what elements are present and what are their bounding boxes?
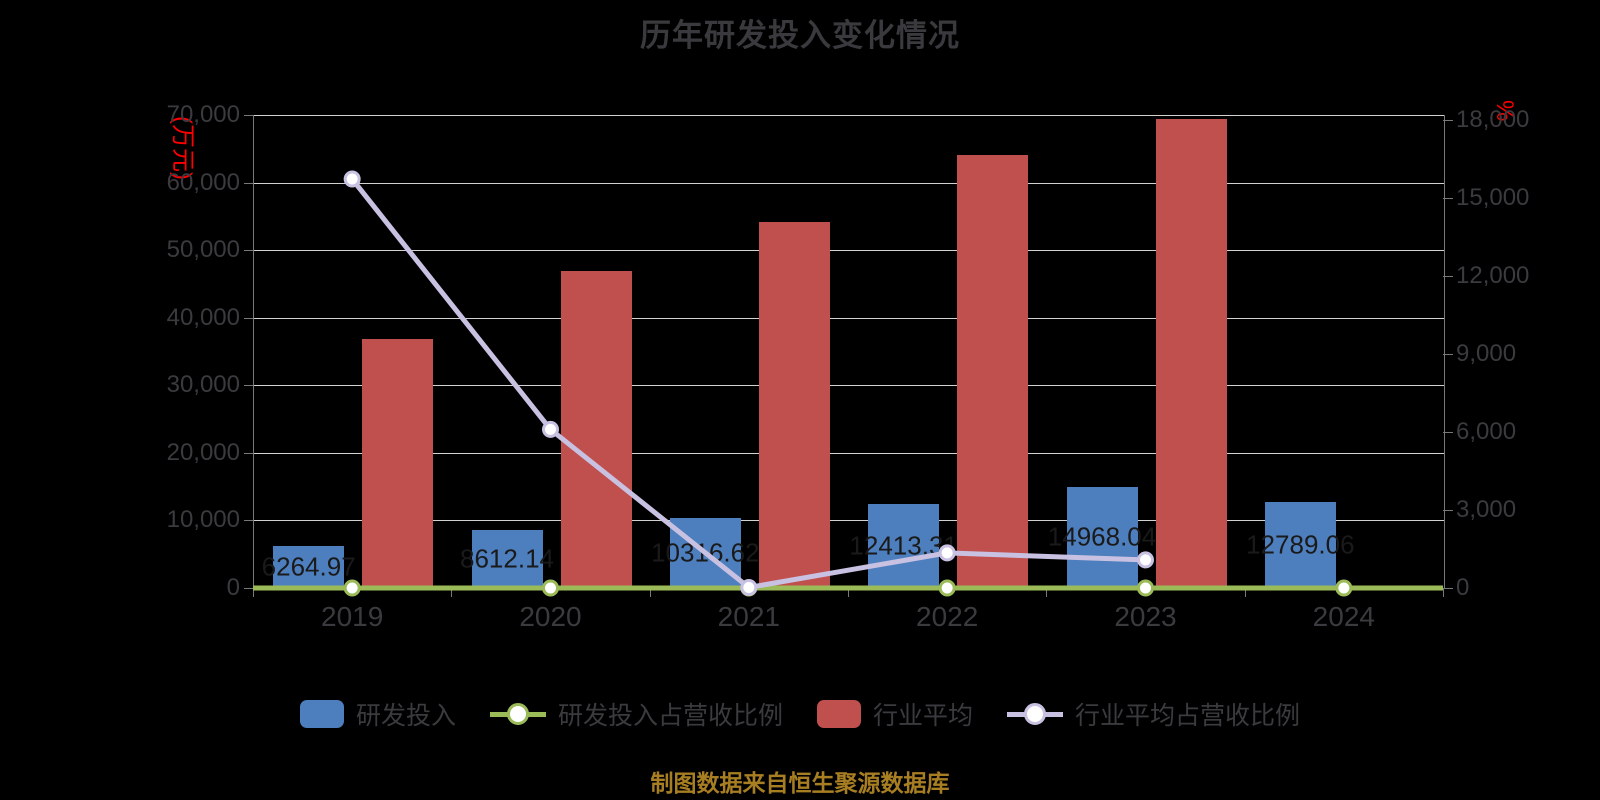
right-axis-tick-label: 0 <box>1456 574 1470 601</box>
right-axis-tick-label: 12,000 <box>1456 262 1530 289</box>
x-axis-label: 2020 <box>519 601 582 632</box>
x-axis-label: 2024 <box>1312 601 1375 632</box>
bar-data-label: 10316.62 <box>651 537 760 568</box>
plot-area: 6264.97 8612.14 10316.62 12413.31 14968.04 12… <box>253 115 1445 589</box>
x-axis-label: 2023 <box>1114 601 1177 632</box>
x-axis-label: 2019 <box>321 601 384 632</box>
bar-data-label: 14968.04 <box>1047 521 1157 552</box>
right-axis-tick <box>1443 198 1453 199</box>
x-axis-tick <box>1046 588 1048 597</box>
right-axis-tick <box>1443 432 1453 433</box>
left-axis-tick-label: 60,000 <box>166 168 240 196</box>
source-note: 制图数据来自恒生聚源数据库 <box>650 770 950 796</box>
legend: 研发投入 研发投入占营收比例 行业平均 行业平均占营收比例 <box>0 696 1600 732</box>
industry-average-bar <box>758 222 830 588</box>
gridline <box>254 182 1444 184</box>
left-axis-tick <box>244 317 254 319</box>
bar-data-label: 12789.06 <box>1246 529 1355 560</box>
x-axis-tick <box>649 588 651 597</box>
right-axis-tick-label: 15,000 <box>1456 184 1530 211</box>
left-axis-tick <box>244 182 254 184</box>
gridline <box>254 317 1444 319</box>
legend-label: 行业平均 <box>873 702 974 730</box>
bar-data-label: 6264.97 <box>261 551 356 582</box>
x-axis-tick <box>253 588 254 597</box>
industry-revenue-ratio-swatch <box>1007 700 1064 728</box>
right-axis-tick <box>1443 588 1453 589</box>
rnd-investment-bar <box>273 545 345 588</box>
legend-item-rnd-revenue-ratio: 研发投入占营收比例 <box>489 696 783 732</box>
right-axis-tick <box>1443 120 1453 121</box>
gridline <box>254 115 1444 116</box>
bar-data-label: 8612.14 <box>460 543 554 574</box>
right-axis-tick-label: 3,000 <box>1456 496 1517 523</box>
left-axis-tick-label: 40,000 <box>166 303 240 331</box>
industry-average-bar <box>1155 119 1227 588</box>
left-axis-tick-label: 0 <box>226 574 240 601</box>
industry-average-bar <box>560 271 632 588</box>
rnd-investment-swatch <box>299 700 344 728</box>
right-axis-tick <box>1443 354 1453 355</box>
left-axis-tick-label: 50,000 <box>166 236 240 264</box>
left-axis-tick-label: 10,000 <box>166 506 240 534</box>
left-axis-tick <box>244 520 254 522</box>
legend-item-industry-average: 行业平均 <box>817 696 973 732</box>
rnd-revenue-ratio-swatch <box>489 700 546 728</box>
x-axis-tick <box>451 588 453 597</box>
industry-average-bar <box>957 154 1029 588</box>
bar-data-label: 12413.31 <box>849 530 958 561</box>
legend-label: 研发投入占营收比例 <box>557 702 783 730</box>
legend-item-industry-revenue-ratio: 行业平均占营收比例 <box>1007 696 1300 732</box>
x-axis-tick <box>1244 588 1246 597</box>
line-marker-dot <box>1024 703 1047 725</box>
legend-label: 行业平均占营收比例 <box>1075 702 1301 730</box>
left-axis-tick-label: 70,000 <box>166 101 240 128</box>
x-axis-tick <box>848 588 849 597</box>
industry-average-swatch <box>817 700 861 728</box>
legend-label: 研发投入 <box>355 702 456 730</box>
right-axis-tick-label: 9,000 <box>1456 340 1517 367</box>
gridline <box>254 250 1444 252</box>
x-axis-tick <box>1443 588 1444 597</box>
x-axis-label: 2022 <box>916 601 979 632</box>
left-axis-tick <box>244 452 254 454</box>
left-axis-tick <box>244 588 254 589</box>
rnd-investment-bar <box>1264 501 1336 588</box>
right-axis-tick-label: 18,000 <box>1456 106 1530 133</box>
right-axis-tick-label: 6,000 <box>1456 418 1517 445</box>
legend-item-rnd-investment: 研发投入 <box>299 696 456 732</box>
left-axis-tick-label: 20,000 <box>166 438 240 466</box>
left-axis-tick <box>244 250 254 252</box>
left-axis-tick <box>244 385 254 387</box>
x-axis-label: 2021 <box>717 601 780 632</box>
chart-title: 历年研发投入变化情况 <box>640 18 960 53</box>
right-axis-tick <box>1443 276 1453 277</box>
right-axis-tick <box>1443 510 1453 511</box>
left-axis-tick <box>244 115 254 116</box>
left-axis-tick-label: 30,000 <box>166 371 240 399</box>
industry-average-bar <box>362 338 434 588</box>
line-marker-dot <box>506 703 529 725</box>
